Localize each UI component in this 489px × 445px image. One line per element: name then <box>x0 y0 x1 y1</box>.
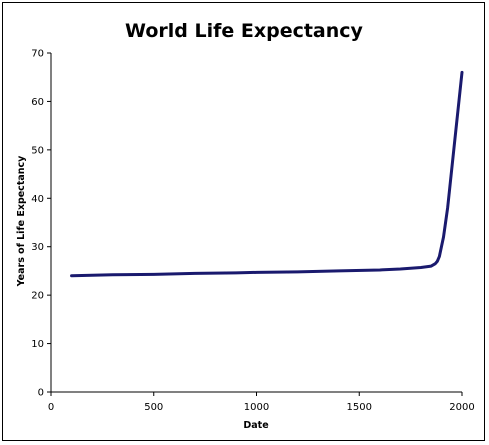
y-tick-label: 60 <box>31 97 44 108</box>
x-tick-label: 0 <box>48 402 54 413</box>
y-tick-label: 40 <box>31 194 44 205</box>
axes <box>50 53 462 393</box>
x-tick-label: 500 <box>144 402 163 413</box>
y-tick-label: 0 <box>38 388 44 399</box>
x-axis-title: Date <box>243 420 268 431</box>
y-tick-label: 30 <box>31 242 44 253</box>
x-tick-label: 2000 <box>449 402 474 413</box>
y-tick-label: 50 <box>31 145 44 156</box>
y-ticks: 0 10 20 30 40 50 60 70 <box>31 49 51 399</box>
y-tick-label: 10 <box>31 339 44 350</box>
chart-frame <box>2 2 485 441</box>
x-tick-label: 1000 <box>244 402 269 413</box>
chart-title: World Life Expectancy <box>125 20 363 42</box>
series-line <box>70 70 464 278</box>
y-axis-title: Years of Life Expectancy <box>16 155 27 288</box>
x-tick-label: 1500 <box>347 402 372 413</box>
series-points <box>71 72 463 276</box>
y-tick-label: 20 <box>31 291 44 302</box>
y-tick-label: 70 <box>31 49 44 60</box>
x-ticks: 0 500 1000 1500 2000 <box>48 392 475 413</box>
